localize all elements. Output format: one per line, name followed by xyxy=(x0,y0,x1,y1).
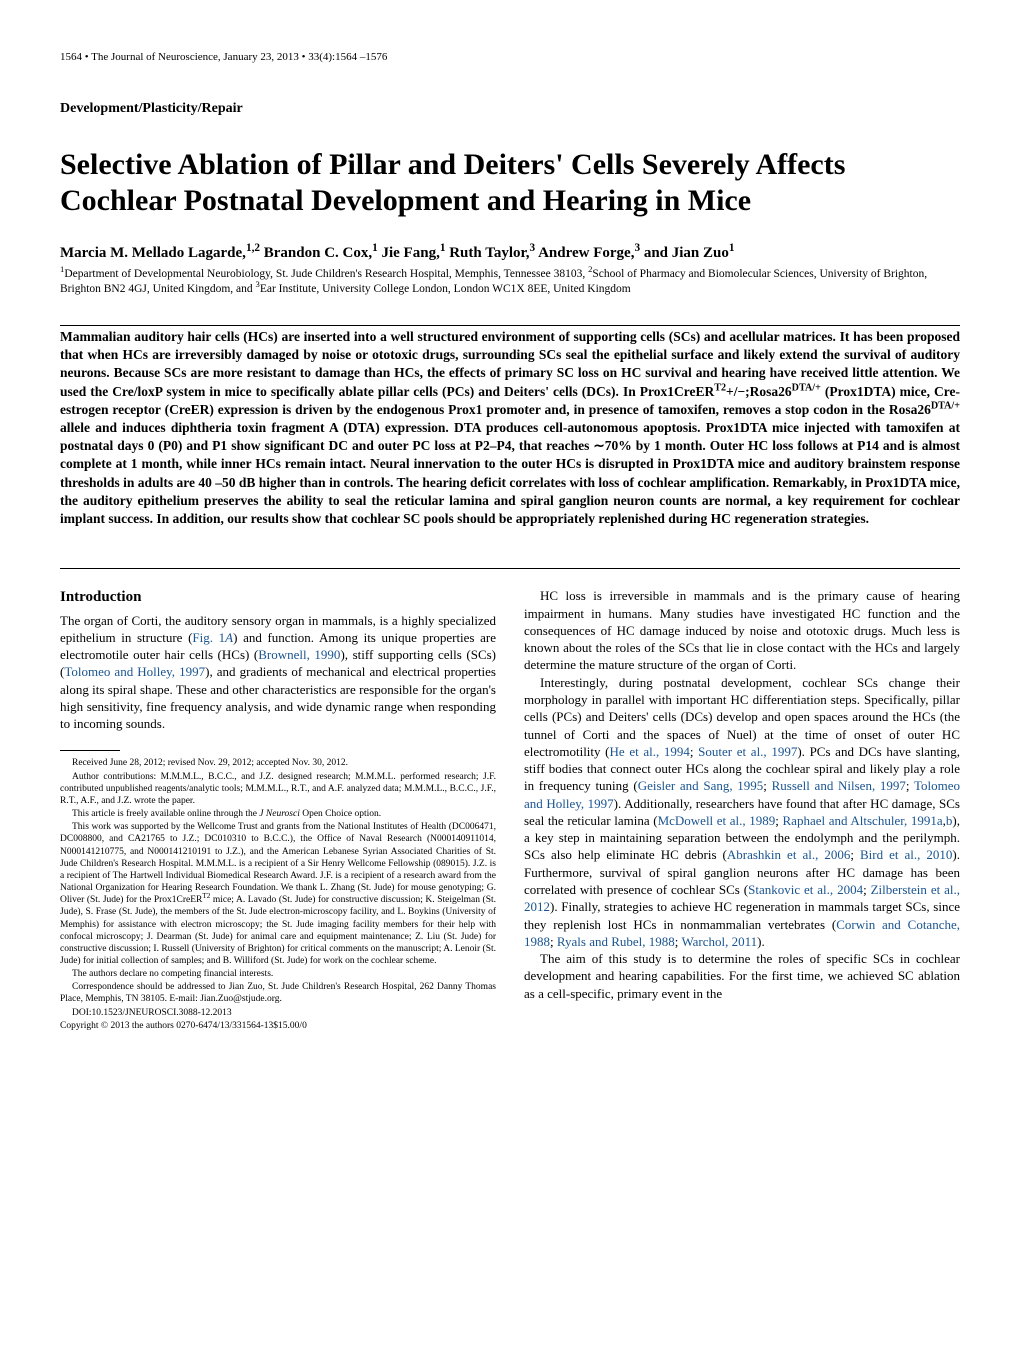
left-column: Introduction The organ of Corti, the aud… xyxy=(60,587,496,1033)
fn-correspondence: Correspondence should be addressed to Ji… xyxy=(60,981,496,1005)
fn-contributions: Author contributions: M.M.M.L., B.C.C., … xyxy=(60,771,496,807)
abstract: Mammalian auditory hair cells (HCs) are … xyxy=(60,328,960,528)
intro-paragraph: The organ of Corti, the auditory sensory… xyxy=(60,612,496,733)
fn-open: This article is freely available online … xyxy=(60,808,496,820)
fn-doi: DOI:10.1523/JNEUROSCI.3088-12.2013 xyxy=(60,1007,496,1019)
right-column: HC loss is irreversible in mammals and i… xyxy=(524,587,960,1033)
divider xyxy=(60,568,960,569)
two-column-body: Introduction The organ of Corti, the aud… xyxy=(60,587,960,1033)
body-paragraph: Interestingly, during postnatal developm… xyxy=(524,674,960,951)
introduction-heading: Introduction xyxy=(60,587,496,607)
header-left: 1564 • The Journal of Neuroscience, Janu… xyxy=(60,50,387,65)
affiliations: 1Department of Developmental Neurobiolog… xyxy=(60,267,960,297)
footnotes-block: Received June 28, 2012; revised Nov. 29,… xyxy=(60,750,496,1031)
divider xyxy=(60,325,960,326)
fn-copyright: Copyright © 2013 the authors 0270-6474/1… xyxy=(60,1020,496,1032)
fn-received: Received June 28, 2012; revised Nov. 29,… xyxy=(60,757,496,769)
article-title: Selective Ablation of Pillar and Deiters… xyxy=(60,147,960,219)
body-paragraph: HC loss is irreversible in mammals and i… xyxy=(524,587,960,673)
fn-conflict: The authors declare no competing financi… xyxy=(60,968,496,980)
running-header: 1564 • The Journal of Neuroscience, Janu… xyxy=(60,50,960,65)
fn-funding: This work was supported by the Wellcome … xyxy=(60,821,496,967)
author-list: Marcia M. Mellado Lagarde,1,2 Brandon C.… xyxy=(60,243,960,263)
body-paragraph: The aim of this study is to determine th… xyxy=(524,950,960,1002)
footnote-rule xyxy=(60,750,120,751)
section-label: Development/Plasticity/Repair xyxy=(60,100,960,119)
